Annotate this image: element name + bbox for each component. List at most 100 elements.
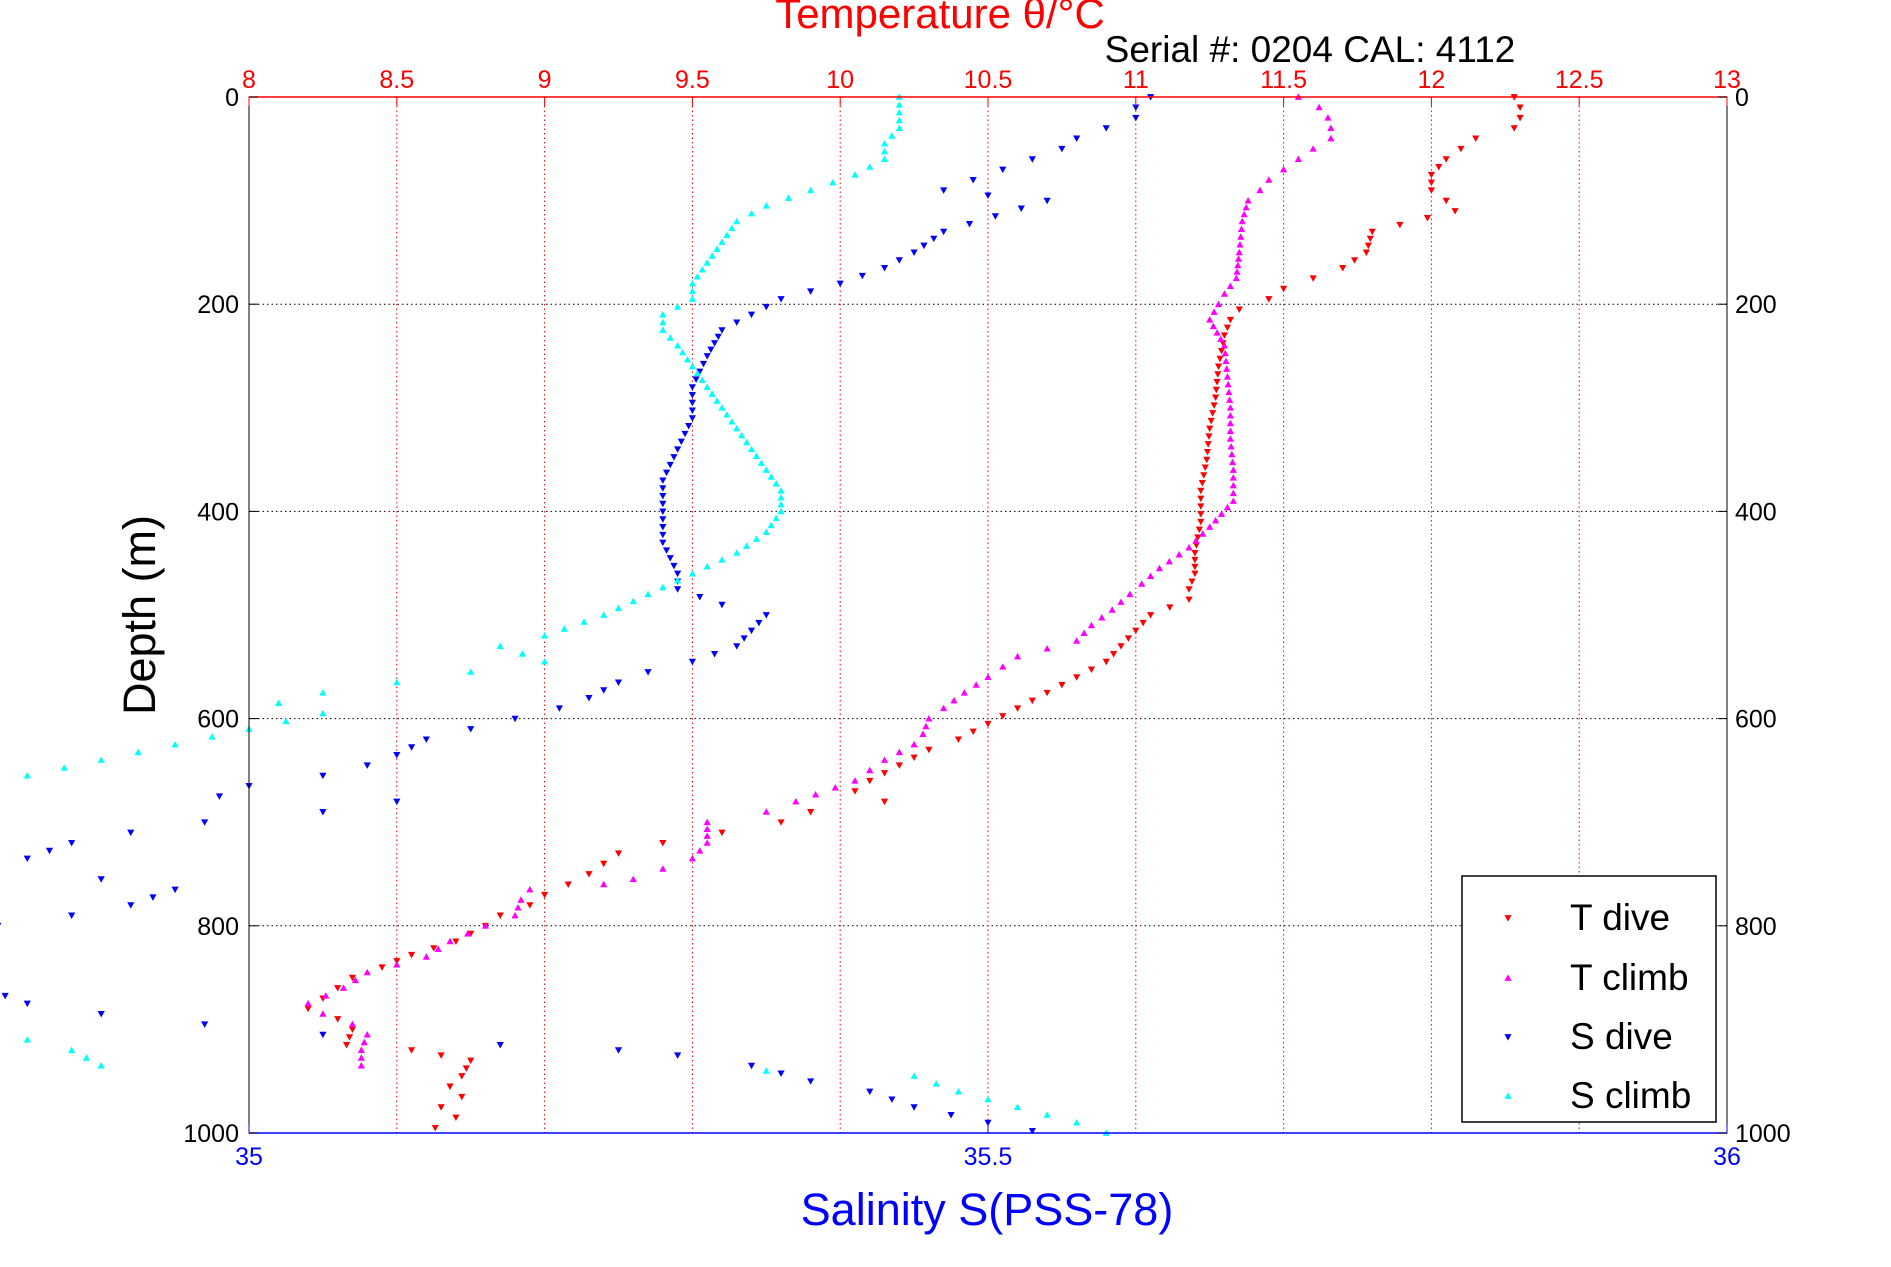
data-point bbox=[762, 202, 770, 209]
data-point bbox=[462, 1065, 470, 1072]
data-point bbox=[1206, 425, 1214, 433]
data-point bbox=[784, 194, 793, 201]
data-point bbox=[1226, 427, 1234, 434]
data-point bbox=[733, 217, 741, 225]
data-point bbox=[1223, 373, 1232, 380]
data-point bbox=[407, 1047, 416, 1054]
data-point bbox=[23, 1000, 31, 1008]
data-point bbox=[688, 407, 696, 414]
data-point bbox=[940, 228, 948, 236]
data-point bbox=[940, 187, 948, 194]
data-point bbox=[45, 847, 54, 855]
data-point bbox=[1192, 537, 1200, 544]
data-point bbox=[208, 733, 216, 740]
data-point bbox=[659, 865, 667, 872]
data-point bbox=[895, 748, 903, 756]
data-point bbox=[922, 722, 930, 730]
data-point bbox=[1214, 363, 1223, 370]
data-point bbox=[880, 756, 889, 763]
data-point bbox=[1043, 1111, 1051, 1118]
data-point bbox=[1110, 650, 1118, 658]
data-point bbox=[1214, 300, 1223, 308]
data-point bbox=[149, 894, 157, 901]
data-point bbox=[68, 1046, 76, 1053]
data-point bbox=[674, 576, 682, 584]
data-point bbox=[733, 424, 741, 432]
data-point bbox=[710, 650, 719, 658]
data-point bbox=[984, 1095, 992, 1103]
data-point bbox=[319, 709, 327, 717]
data-point bbox=[1294, 155, 1302, 163]
data-point bbox=[319, 1010, 327, 1017]
data-point bbox=[345, 1034, 354, 1041]
data-point bbox=[703, 353, 711, 360]
data-point bbox=[710, 340, 719, 347]
data-point bbox=[1013, 1103, 1022, 1110]
data-point bbox=[511, 715, 519, 723]
data-point bbox=[1256, 186, 1264, 194]
data-point bbox=[762, 808, 770, 815]
data-point bbox=[1124, 635, 1133, 642]
data-point bbox=[1457, 145, 1465, 153]
data-point bbox=[1229, 481, 1237, 489]
data-point bbox=[1188, 578, 1196, 585]
data-point bbox=[452, 1114, 460, 1122]
data-point bbox=[866, 1088, 874, 1096]
data-point bbox=[698, 376, 706, 384]
data-point bbox=[1327, 134, 1335, 142]
data-point bbox=[693, 272, 701, 280]
x-axis-label: Salinity S(PSS-78) bbox=[801, 1184, 1174, 1235]
data-point bbox=[1203, 448, 1212, 456]
data-point bbox=[1138, 580, 1146, 587]
data-point bbox=[703, 383, 711, 390]
data-point bbox=[1224, 380, 1232, 388]
data-point bbox=[747, 1062, 756, 1070]
data-point bbox=[1280, 285, 1288, 293]
data-point bbox=[363, 968, 371, 976]
data-point bbox=[910, 1104, 918, 1111]
data-point bbox=[1225, 388, 1233, 396]
data-point bbox=[1073, 135, 1081, 143]
data-point bbox=[1442, 156, 1450, 163]
data-point bbox=[496, 1042, 504, 1049]
data-point bbox=[452, 938, 460, 945]
data-point bbox=[984, 720, 992, 728]
data-point bbox=[1223, 503, 1232, 511]
top-tick-label: 12.5 bbox=[1555, 66, 1604, 94]
data-point bbox=[659, 477, 667, 484]
data-point bbox=[1427, 179, 1435, 187]
data-point bbox=[1229, 466, 1237, 473]
data-point bbox=[127, 902, 135, 909]
data-point bbox=[564, 881, 572, 888]
data-point bbox=[659, 508, 667, 515]
data-point bbox=[752, 452, 761, 460]
data-point bbox=[718, 556, 726, 563]
y-tick-label-left: 800 bbox=[197, 913, 239, 941]
data-point bbox=[762, 528, 770, 535]
data-point bbox=[560, 625, 568, 632]
data-point bbox=[767, 473, 775, 480]
data-point bbox=[1510, 125, 1518, 132]
data-point bbox=[747, 311, 756, 319]
data-point bbox=[1165, 557, 1173, 565]
data-point bbox=[733, 549, 741, 556]
chart-subtitle: Serial #: 0204 CAL: 4112 bbox=[1105, 29, 1516, 70]
data-point bbox=[920, 242, 928, 250]
data-point bbox=[703, 825, 711, 832]
data-point bbox=[674, 586, 682, 593]
data-point bbox=[1220, 332, 1229, 339]
data-point bbox=[1235, 306, 1243, 313]
data-point bbox=[678, 348, 687, 356]
data-point bbox=[972, 681, 980, 688]
data-point bbox=[1191, 570, 1199, 578]
top-tick-label: 8 bbox=[242, 66, 256, 94]
data-point bbox=[703, 563, 711, 570]
data-point bbox=[666, 334, 674, 341]
data-point bbox=[692, 376, 700, 383]
top-tick-label: 8.5 bbox=[379, 66, 414, 94]
data-point bbox=[1058, 682, 1066, 689]
data-point bbox=[1472, 135, 1480, 143]
data-point bbox=[757, 459, 765, 466]
data-point bbox=[674, 303, 682, 310]
